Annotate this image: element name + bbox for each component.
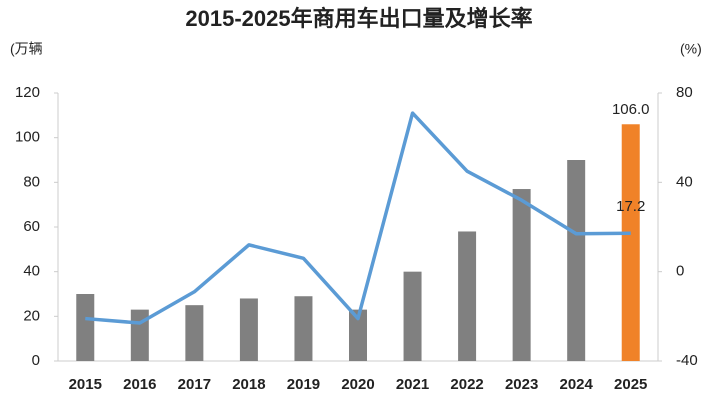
y2-tick-label: -40: [676, 352, 698, 369]
y-axis-label: (万辆: [10, 41, 43, 57]
chart-title: 2015-2025年商用车出口量及增长率: [185, 6, 532, 31]
bar: [458, 231, 477, 361]
bar: [621, 124, 640, 362]
x-tick-label: 2023: [505, 376, 538, 393]
bar: [239, 298, 258, 361]
bar: [512, 189, 531, 361]
bar: [349, 309, 367, 361]
bar: [185, 305, 204, 361]
x-tick-label: 2018: [232, 376, 265, 393]
x-tick-label: 2016: [123, 376, 156, 393]
bar-value-label: 106.0: [612, 101, 650, 118]
bar: [76, 294, 95, 361]
y-tick-label: 120: [15, 84, 40, 101]
x-tick-label: 2017: [178, 376, 211, 393]
x-tick-label: 2022: [450, 376, 483, 393]
x-tick-label: 2025: [614, 376, 647, 393]
bar: [403, 271, 422, 361]
bar: [130, 309, 149, 361]
y-tick-label: 0: [32, 352, 40, 369]
y2-tick-label: 40: [676, 173, 693, 190]
x-tick-label: 2015: [69, 376, 102, 393]
y2-tick-label: 0: [676, 263, 684, 280]
y-tick-label: 80: [23, 173, 40, 190]
y2-tick-label: 80: [676, 84, 693, 101]
bar: [567, 160, 586, 361]
x-tick-label: 2021: [396, 376, 429, 393]
y-tick-label: 60: [23, 218, 40, 235]
x-tick-label: 2024: [559, 376, 593, 393]
y-tick-label: 100: [15, 129, 40, 146]
y2-axis-label: (%): [680, 41, 702, 57]
x-tick-label: 2020: [341, 376, 374, 393]
bar: [294, 296, 313, 361]
x-tick-label: 2019: [287, 376, 320, 393]
line: [85, 111, 631, 325]
y-tick-label: 20: [23, 307, 40, 324]
line-value-label: 17.2: [616, 198, 645, 215]
y-tick-label: 40: [23, 263, 40, 280]
